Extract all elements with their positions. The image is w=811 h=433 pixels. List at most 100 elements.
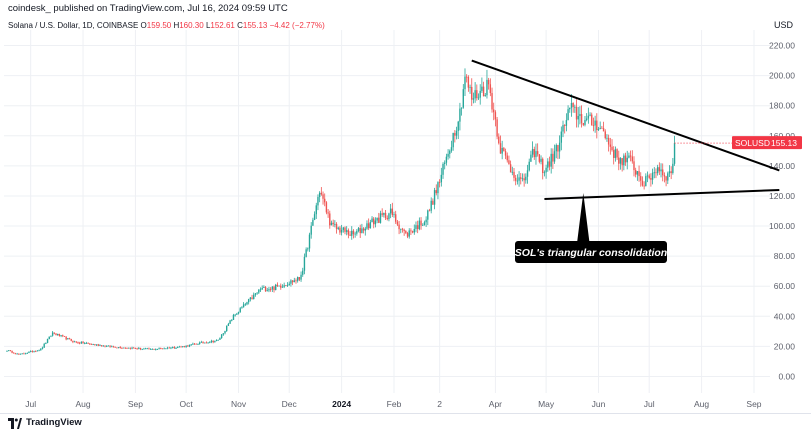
ascending-support-trendline[interactable] — [544, 188, 780, 200]
callout-pointer — [577, 192, 590, 241]
candle-body — [151, 348, 154, 350]
callout-box[interactable] — [515, 241, 667, 263]
candle-body — [342, 227, 345, 230]
candle-body — [222, 333, 225, 335]
candle-body — [200, 341, 203, 343]
candle-body — [215, 340, 218, 341]
candle-body — [24, 353, 27, 355]
time-tick-label: Sep — [128, 399, 143, 409]
time-tick-label: Sep — [746, 399, 761, 409]
candle-body — [95, 344, 98, 346]
candle-body — [256, 292, 258, 294]
candle-body — [51, 332, 54, 336]
candle-body — [597, 128, 600, 131]
candle-body — [672, 163, 674, 174]
published-info: published on TradingView.com, Jul 16, 20… — [53, 3, 288, 14]
publisher-name[interactable]: coindesk_ — [8, 3, 51, 14]
candle-body — [68, 338, 71, 339]
candle-body — [388, 213, 390, 220]
candle-body — [204, 342, 206, 344]
candle-body — [253, 294, 255, 299]
descending-resistance-trendline[interactable] — [471, 59, 780, 172]
candle-body — [175, 347, 177, 349]
candle-body — [111, 346, 113, 348]
candle-body — [662, 169, 664, 176]
candle-body — [303, 256, 306, 271]
candle-body — [278, 285, 280, 287]
candle-body — [242, 304, 245, 308]
candle-body — [7, 350, 10, 352]
candle-body — [514, 177, 517, 181]
candle-body — [46, 339, 49, 343]
candle-body — [89, 343, 91, 345]
candle-body — [276, 284, 279, 286]
candle-body — [141, 348, 143, 350]
candle-body — [102, 345, 105, 347]
candle-body — [437, 182, 439, 194]
candle-body — [369, 222, 372, 229]
candle-body — [266, 290, 268, 292]
candle-body — [13, 352, 15, 354]
symbol-name[interactable]: Solana / U.S. Dollar, 1D, COINBASE — [8, 21, 139, 30]
candle-body — [536, 151, 539, 155]
tradingview-brand[interactable]: TradingView — [26, 417, 82, 428]
price-chart[interactable]: 0.00 20.00 40.00 60.00 80.00 100.00 120.00 140.… — [0, 0, 811, 413]
candle-body — [634, 170, 637, 175]
candle-body — [579, 114, 581, 116]
price-tick-label: 200.00 — [769, 71, 795, 81]
candle-body — [643, 185, 645, 187]
price-axis[interactable]: 0.00 20.00 40.00 60.00 80.00 100.00 120.00 140.… — [769, 41, 795, 382]
candle-body — [477, 97, 480, 99]
candle-body — [498, 136, 500, 144]
candle-body — [212, 340, 214, 343]
candle-body — [464, 76, 466, 90]
time-tick-label: Jul — [25, 399, 36, 409]
candle-body — [11, 350, 13, 353]
candle-body — [99, 345, 101, 347]
candle-body — [511, 171, 514, 173]
published-header: coindesk_ published on TradingView.com, … — [0, 0, 811, 17]
candle-body — [182, 346, 184, 348]
candle-body — [400, 228, 402, 230]
tradingview-logo-icon[interactable] — [8, 418, 22, 429]
candle-body — [296, 277, 299, 281]
candle-body — [320, 192, 323, 195]
candle-body — [197, 344, 199, 345]
candle-body — [525, 176, 527, 181]
candle-body — [379, 213, 382, 223]
candle-body — [156, 348, 159, 350]
candle-body — [43, 343, 45, 348]
candle-body — [574, 106, 576, 108]
candle-body — [193, 343, 196, 345]
candle-body — [471, 86, 473, 100]
candle-body — [75, 341, 77, 343]
candle-body — [92, 344, 94, 345]
candle-body — [313, 214, 316, 220]
candle-body — [295, 280, 297, 282]
time-tick-label: Jun — [592, 399, 606, 409]
candle-body — [673, 143, 676, 164]
candle-body — [352, 230, 355, 235]
candle-body — [376, 217, 378, 221]
candle-body — [226, 325, 228, 332]
candle-body — [117, 347, 120, 348]
footer-bar: TradingView — [0, 413, 811, 433]
time-axis[interactable]: Jul Aug Sep Oct Nov Dec 2024 Feb 2 Apr May Jun Jul Au… — [25, 399, 762, 409]
candle-body — [509, 164, 512, 173]
candle-body — [621, 158, 623, 166]
candle-body — [516, 180, 519, 182]
candle-body — [523, 178, 525, 181]
candle-body — [577, 115, 579, 120]
candle-body — [508, 160, 510, 165]
candle-body — [570, 103, 573, 108]
candle-body — [428, 210, 431, 212]
candle-body — [454, 133, 456, 136]
candle-body — [530, 154, 532, 162]
candle-body — [112, 346, 115, 348]
candle-body — [241, 307, 243, 309]
candle-body — [131, 347, 133, 349]
time-tick-label: Aug — [75, 399, 90, 409]
symbol-info-line: Solana / U.S. Dollar, 1D, COINBASE O159.… — [8, 21, 325, 30]
candle-body — [668, 171, 671, 174]
candle-body — [423, 222, 426, 226]
